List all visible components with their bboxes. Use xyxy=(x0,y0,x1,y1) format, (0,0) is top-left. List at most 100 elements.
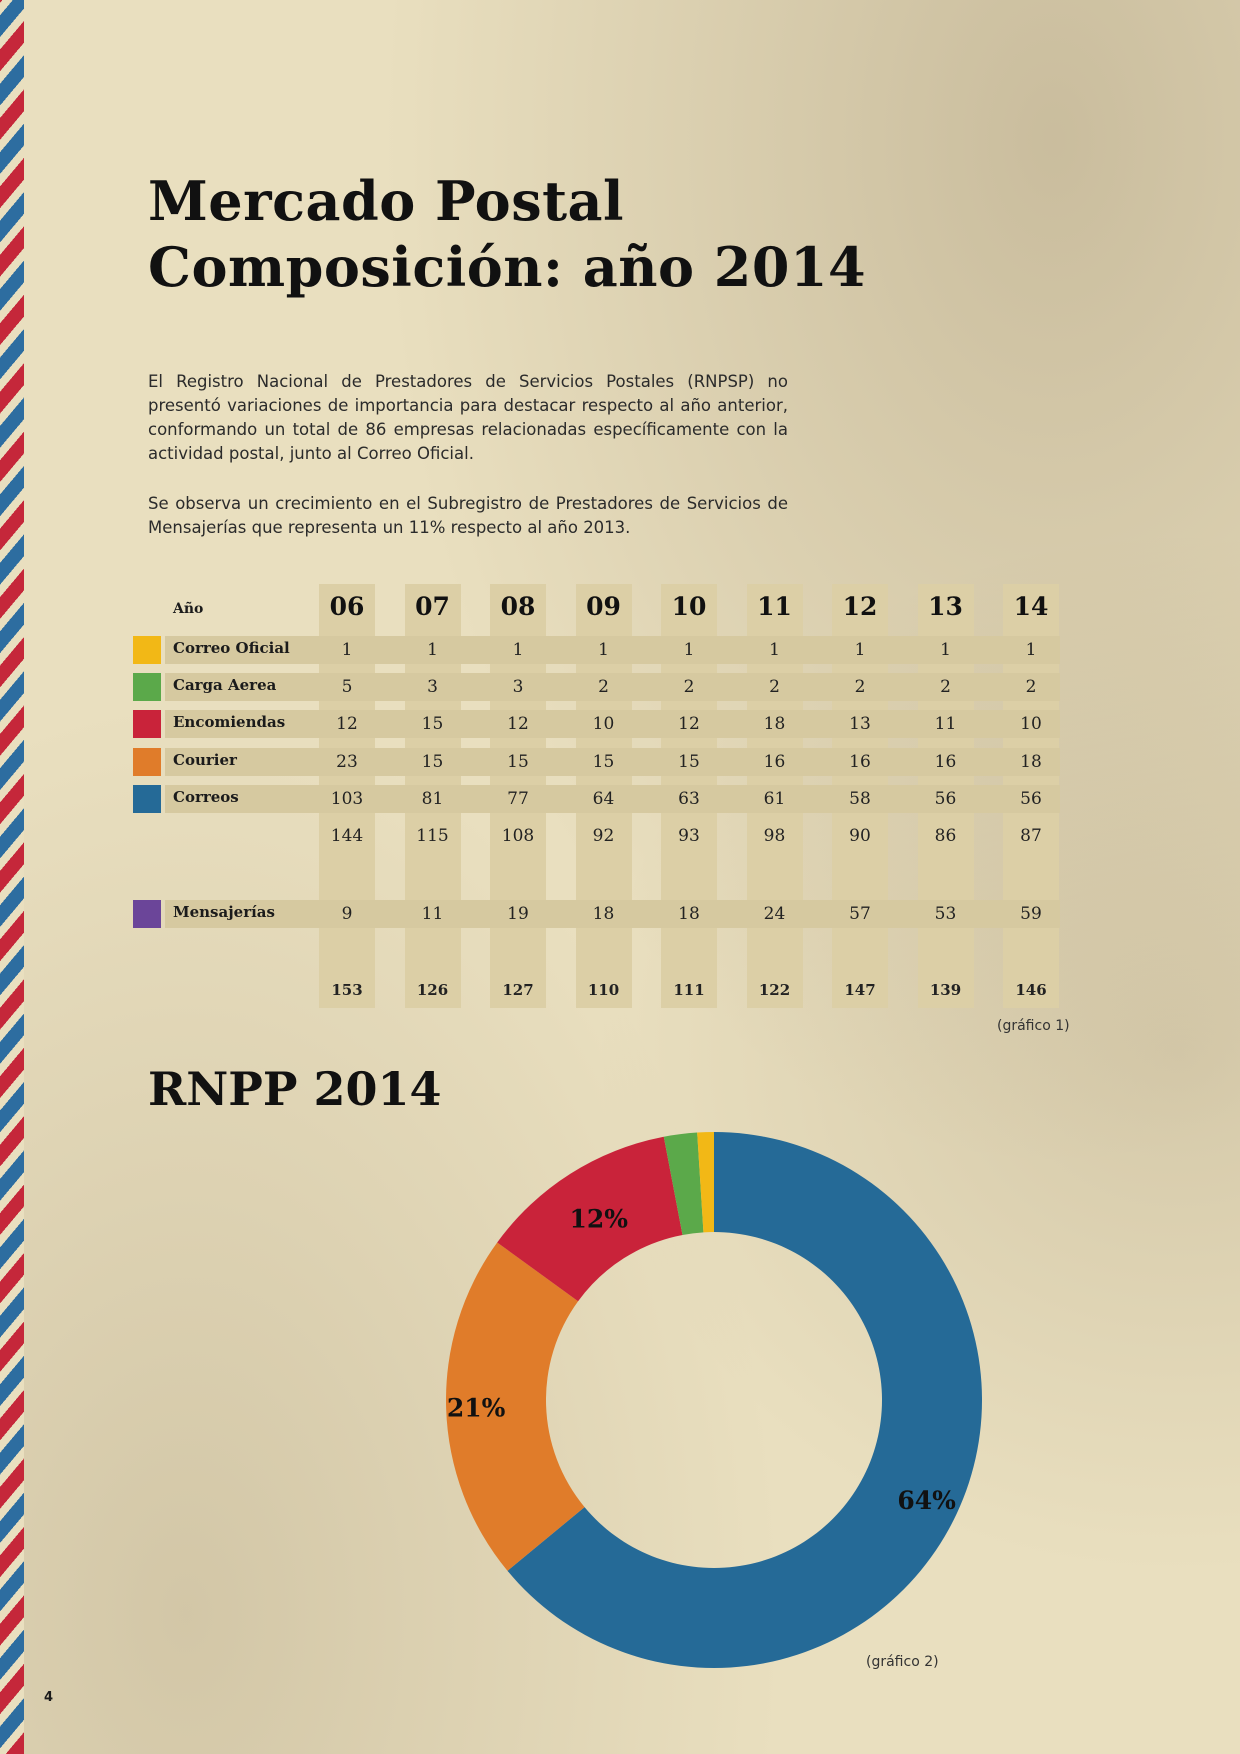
legend-swatch xyxy=(133,900,161,928)
table-cell: 64 xyxy=(592,789,615,809)
table-cell: 11 xyxy=(421,904,444,924)
total-cell: 146 xyxy=(1015,981,1047,999)
chart-title: RNPP 2014 xyxy=(148,1062,442,1116)
total-cell: 111 xyxy=(673,981,705,999)
legend-swatch xyxy=(133,785,161,813)
row-label: Courier xyxy=(173,751,237,769)
year-header: 11 xyxy=(757,592,792,621)
legend-swatch xyxy=(133,748,161,776)
table-cell: 2 xyxy=(1025,677,1037,697)
row-label: Correo Oficial xyxy=(173,639,290,657)
total-cell: 122 xyxy=(758,981,791,999)
table-cell: 1 xyxy=(1025,640,1037,660)
year-header: 12 xyxy=(842,592,878,621)
table-cell: 63 xyxy=(678,789,700,809)
donut-slice xyxy=(663,1132,704,1235)
table-cell: 16 xyxy=(934,752,957,772)
table-caption: (gráfico 1) xyxy=(997,1018,1070,1034)
table-cell: 1 xyxy=(341,640,353,660)
subtotal-cell: 93 xyxy=(678,826,700,846)
table-cell: 56 xyxy=(934,789,957,809)
table-cell: 57 xyxy=(849,904,871,924)
table-row-band xyxy=(165,673,1060,701)
table-cell: 2 xyxy=(683,677,695,697)
table-cell: 10 xyxy=(1020,714,1042,734)
donut-chart: 64%21%12%2%1% xyxy=(446,1132,982,1668)
year-header: 06 xyxy=(329,592,365,621)
table-cell: 16 xyxy=(849,752,871,772)
table-cell: 5 xyxy=(341,677,353,697)
table-cell: 61 xyxy=(763,789,786,809)
chart-caption: (gráfico 2) xyxy=(866,1654,939,1670)
page-title: Mercado Postal Composición: año 2014 xyxy=(148,168,866,300)
total-cell: 110 xyxy=(587,981,620,999)
table-row-band xyxy=(165,636,1060,664)
total-cell: 147 xyxy=(844,981,876,999)
subtotal-cell: 86 xyxy=(934,826,957,846)
table-cell: 81 xyxy=(421,789,444,809)
table-cell: 2 xyxy=(854,677,866,697)
total-cell: 126 xyxy=(416,981,449,999)
table-cell: 1 xyxy=(769,640,780,660)
slice-label: 21% xyxy=(447,1393,506,1422)
legend-swatch xyxy=(133,673,161,701)
table-cell: 18 xyxy=(763,714,786,734)
row-label: Carga Aerea xyxy=(173,676,277,694)
total-cell: 139 xyxy=(929,981,962,999)
subtotal-cell: 144 xyxy=(330,826,364,846)
table-cell: 1 xyxy=(598,640,609,660)
table-row-band xyxy=(165,900,1060,928)
year-header: 08 xyxy=(500,592,536,621)
legend-swatch xyxy=(133,710,161,738)
table-cell: 59 xyxy=(1020,904,1042,924)
title-line-1: Mercado Postal xyxy=(148,169,625,233)
table-cell: 2 xyxy=(598,677,609,697)
table-cell: 18 xyxy=(1020,752,1042,772)
total-cell: 127 xyxy=(502,981,534,999)
table-cell: 15 xyxy=(678,752,700,772)
table-cell: 3 xyxy=(512,677,524,697)
table-cell: 2 xyxy=(940,677,951,697)
registry-table: Año 06 07 08 09 10 11 12 13 14 Correo Oficial 1 1 1 1… xyxy=(130,584,1060,1008)
year-header: 09 xyxy=(586,592,621,621)
table-cell: 18 xyxy=(592,904,615,924)
table-cell: 24 xyxy=(763,904,786,924)
subtotal-cell: 108 xyxy=(501,826,535,846)
table-cell: 58 xyxy=(849,789,871,809)
paragraph-1: El Registro Nacional de Prestadores de S… xyxy=(148,372,788,463)
row-label: Correos xyxy=(173,788,239,806)
table-cell: 11 xyxy=(934,714,957,734)
table-cell: 56 xyxy=(1020,789,1042,809)
table-cell: 3 xyxy=(427,677,438,697)
paragraph-2: Se observa un crecimiento en el Subregis… xyxy=(148,494,788,537)
year-header: 13 xyxy=(928,592,963,621)
subtotal-cell: 98 xyxy=(763,826,786,846)
total-cell: 153 xyxy=(331,981,363,999)
row-label: Mensajerías xyxy=(173,903,275,921)
table-cell: 1 xyxy=(854,640,866,660)
subtotal-cell: 87 xyxy=(1020,826,1042,846)
table-cell: 15 xyxy=(421,752,444,772)
table-cell: 10 xyxy=(592,714,615,734)
table-row-band xyxy=(165,785,1060,813)
table-cell: 9 xyxy=(341,904,353,924)
subtotal-cell: 92 xyxy=(592,826,615,846)
table-cell: 103 xyxy=(330,789,364,809)
donut-slice xyxy=(446,1242,585,1571)
slice-label: 12% xyxy=(570,1204,629,1233)
table-cell: 53 xyxy=(934,904,957,924)
page-number: 4 xyxy=(44,1690,54,1705)
intro-text: El Registro Nacional de Prestadores de S… xyxy=(148,370,788,566)
subtotal-cell: 90 xyxy=(849,826,871,846)
table-cell: 2 xyxy=(769,677,780,697)
table-row-band xyxy=(165,748,1060,776)
table-cell: 1 xyxy=(683,640,695,660)
legend-swatch xyxy=(133,636,161,664)
table-cell: 12 xyxy=(507,714,529,734)
donut-slice xyxy=(507,1132,982,1668)
year-header: 10 xyxy=(671,592,707,621)
table-cell: 1 xyxy=(512,640,524,660)
table-cell: 1 xyxy=(940,640,951,660)
table-cell: 15 xyxy=(592,752,615,772)
year-header-label: Año xyxy=(173,601,204,617)
